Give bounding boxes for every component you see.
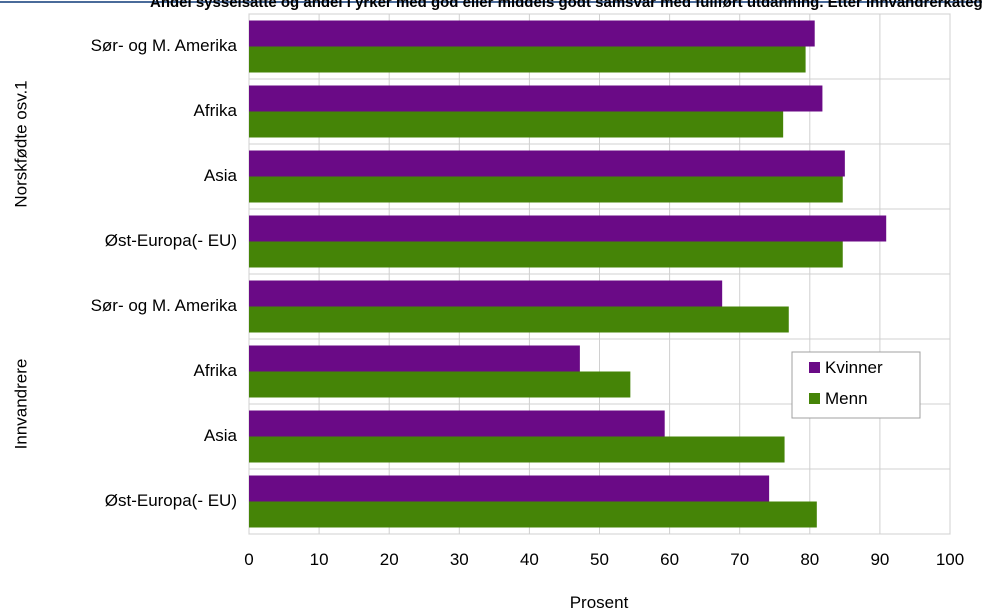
category-label: Asia (204, 166, 238, 185)
bar-kvinner (249, 346, 580, 372)
x-tick-label: 10 (310, 550, 329, 569)
bar-menn (249, 437, 785, 463)
x-tick-label: 40 (520, 550, 539, 569)
category-label: Øst-Europa(- EU) (105, 491, 237, 510)
x-tick-label: 100 (936, 550, 964, 569)
legend: Kvinner Menn (792, 352, 920, 418)
bar-kvinner (249, 411, 665, 437)
x-tick-label: 70 (730, 550, 749, 569)
legend-label-menn: Menn (825, 389, 868, 408)
x-tick-label: 20 (380, 550, 399, 569)
bar-menn (249, 112, 783, 138)
x-tick-label: 30 (450, 550, 469, 569)
category-label: Sør- og M. Amerika (91, 296, 238, 315)
chart-title: Andel sysselsatte og andel i yrker med g… (150, 0, 982, 11)
category-label: Sør- og M. Amerika (91, 36, 238, 55)
x-axis-title: Prosent (570, 593, 629, 612)
legend-swatch-menn (809, 393, 820, 404)
group-label: Norskfødte osv.1 (11, 80, 30, 207)
bar-menn (249, 177, 843, 203)
group-label: Innvandrere (11, 359, 30, 450)
legend-swatch-kvinner (809, 362, 820, 373)
bar-kvinner (249, 86, 822, 112)
x-tick-label: 50 (590, 550, 609, 569)
bar-menn (249, 242, 843, 268)
bar-kvinner (249, 151, 845, 177)
bar-kvinner (249, 281, 722, 307)
category-label: Øst-Europa(- EU) (105, 231, 237, 250)
x-tick-label: 80 (800, 550, 819, 569)
bar-menn (249, 307, 789, 333)
x-tick-label: 0 (244, 550, 253, 569)
x-tick-label: 60 (660, 550, 679, 569)
bar-menn (249, 372, 630, 398)
bar-kvinner (249, 21, 815, 47)
legend-label-kvinner: Kvinner (825, 358, 883, 377)
category-label: Asia (204, 426, 238, 445)
bar-kvinner (249, 476, 769, 502)
bar-menn (249, 47, 806, 73)
category-label: Afrika (194, 101, 238, 120)
category-label: Afrika (194, 361, 238, 380)
x-tick-label: 90 (870, 550, 889, 569)
bar-menn (249, 502, 817, 528)
bar-kvinner (249, 216, 886, 242)
